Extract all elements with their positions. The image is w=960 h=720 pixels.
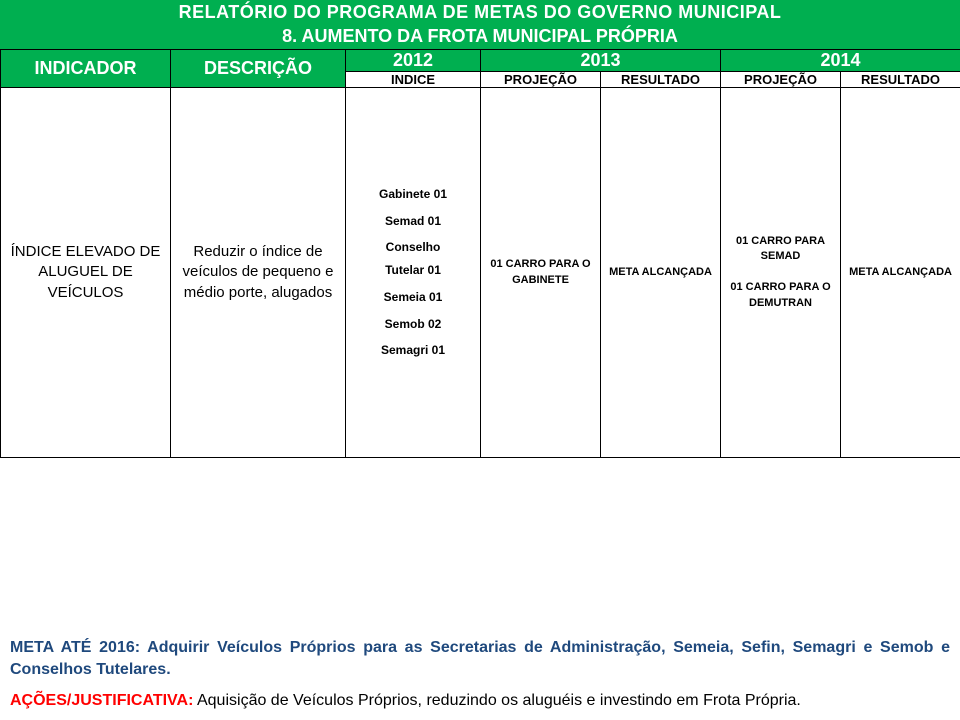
footer-meta-text: Adquirir Veículos Próprios para as Secre…: [10, 639, 950, 678]
report-subtitle: 8. AUMENTO DA FROTA MUNICIPAL PRÓPRIA: [0, 25, 960, 49]
footer-meta-label: META ATÉ 2016:: [10, 639, 140, 656]
table-header-row-1: INDICADOR DESCRIÇÃO 2012 2013 2014: [1, 50, 960, 72]
footer-meta: META ATÉ 2016: Adquirir Veículos Próprio…: [10, 637, 950, 682]
cell-indice: Gabinete 01 Semad 01 Conselho Tutelar 01…: [346, 88, 481, 458]
cell-proj-2014: 01 CARRO PARA SEMAD 01 CARRO PARA O DEMU…: [721, 88, 841, 458]
indice-item: Semagri 01: [381, 339, 445, 362]
indice-item: Semeia 01: [384, 286, 443, 309]
indice-item: Semad 01: [385, 210, 441, 233]
footer-acoes-label: AÇÕES/JUSTIFICATIVA:: [10, 692, 193, 709]
col-resultado-2014: RESULTADO: [841, 72, 960, 88]
cell-indicador: ÍNDICE ELEVADO DE ALUGUEL DE VEÍCULOS: [1, 88, 171, 458]
col-resultado-2013: RESULTADO: [601, 72, 721, 88]
col-descricao: DESCRIÇÃO: [171, 50, 346, 88]
col-2014: 2014: [721, 50, 960, 72]
col-2013: 2013: [481, 50, 721, 72]
footer-acoes: AÇÕES/JUSTIFICATIVA: Aquisição de Veícul…: [10, 690, 950, 712]
indice-item: Gabinete 01: [379, 183, 447, 206]
col-2012: 2012: [346, 50, 481, 72]
col-projecao-2014: PROJEÇÃO: [721, 72, 841, 88]
indice-item: Semob 02: [385, 313, 442, 336]
indice-item: Conselho Tutelar 01: [385, 236, 441, 282]
cell-proj-2013: 01 CARRO PARA O GABINETE: [481, 88, 601, 458]
table-row: ÍNDICE ELEVADO DE ALUGUEL DE VEÍCULOS Re…: [1, 88, 960, 458]
col-indice: INDICE: [346, 72, 481, 88]
col-projecao-2013: PROJEÇÃO: [481, 72, 601, 88]
footer: META ATÉ 2016: Adquirir Veículos Próprio…: [0, 631, 960, 720]
footer-acoes-text: Aquisição de Veículos Próprios, reduzind…: [193, 692, 800, 709]
cell-res-2014: META ALCANÇADA: [841, 88, 960, 458]
report-title: RELATÓRIO DO PROGRAMA DE METAS DO GOVERN…: [0, 0, 960, 25]
data-table: INDICADOR DESCRIÇÃO 2012 2013 2014 INDIC…: [0, 49, 960, 458]
cell-res-2013: META ALCANÇADA: [601, 88, 721, 458]
cell-descricao: Reduzir o índice de veículos de pequeno …: [171, 88, 346, 458]
col-indicador: INDICADOR: [1, 50, 171, 88]
